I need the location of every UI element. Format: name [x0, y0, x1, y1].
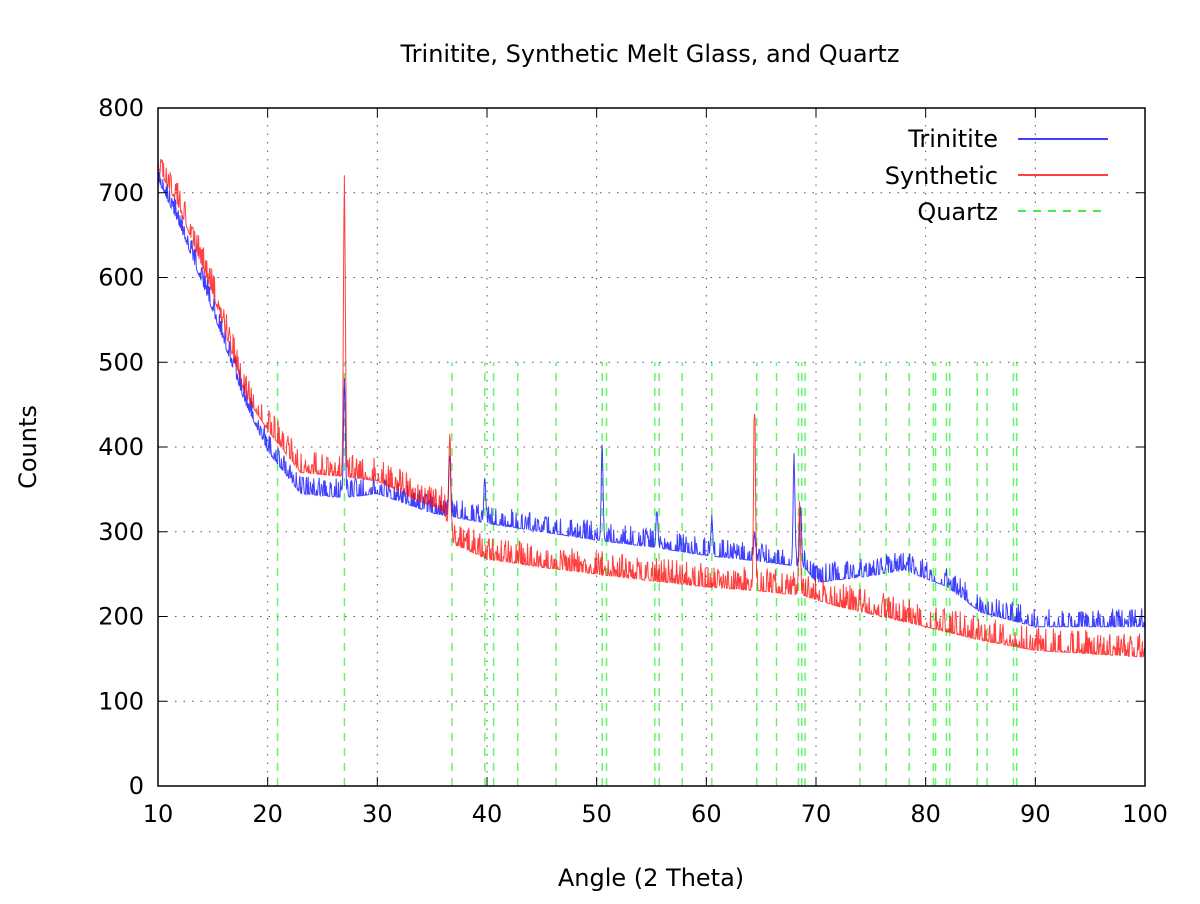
y-tick-label: 600 — [98, 264, 144, 292]
y-tick-label: 800 — [98, 94, 144, 122]
x-tick-label: 60 — [691, 800, 722, 828]
grid — [158, 108, 1145, 786]
x-tick-label: 20 — [252, 800, 283, 828]
y-tick-label: 100 — [98, 687, 144, 715]
y-tick-label: 200 — [98, 603, 144, 631]
legend-label-trinitite: Trinitite — [907, 125, 998, 153]
x-tick-label: 50 — [581, 800, 612, 828]
series-line-trinitite — [157, 171, 1145, 628]
y-tick-label: 0 — [129, 772, 144, 800]
y-tick-label: 400 — [98, 433, 144, 461]
y-axis-label: Counts — [14, 405, 42, 489]
x-tick-label: 10 — [143, 800, 174, 828]
legend-label-quartz: Quartz — [917, 198, 998, 226]
x-tick-label: 30 — [362, 800, 393, 828]
series-group — [157, 158, 1146, 658]
y-tick-label: 500 — [98, 348, 144, 376]
chart-title: Trinitite, Synthetic Melt Glass, and Qua… — [400, 40, 900, 68]
legend-label-synthetic: Synthetic — [885, 162, 998, 190]
x-tick-label: 100 — [1122, 800, 1168, 828]
legend: Trinitite Synthetic Quartz — [885, 125, 1108, 226]
quartz-lines — [276, 362, 1018, 786]
series-line-synthetic — [157, 158, 1146, 658]
x-tick-label: 80 — [910, 800, 941, 828]
y-tick-label: 700 — [98, 179, 144, 207]
x-tick-label: 70 — [801, 800, 832, 828]
x-tick-label: 90 — [1020, 800, 1051, 828]
y-tick-label: 300 — [98, 518, 144, 546]
ticks: 10 20 30 40 50 60 70 80 90 100 0 100 200 300 400 500 600… — [98, 94, 1168, 828]
x-axis-label: Angle (2 Theta) — [558, 864, 744, 892]
x-tick-label: 40 — [472, 800, 503, 828]
